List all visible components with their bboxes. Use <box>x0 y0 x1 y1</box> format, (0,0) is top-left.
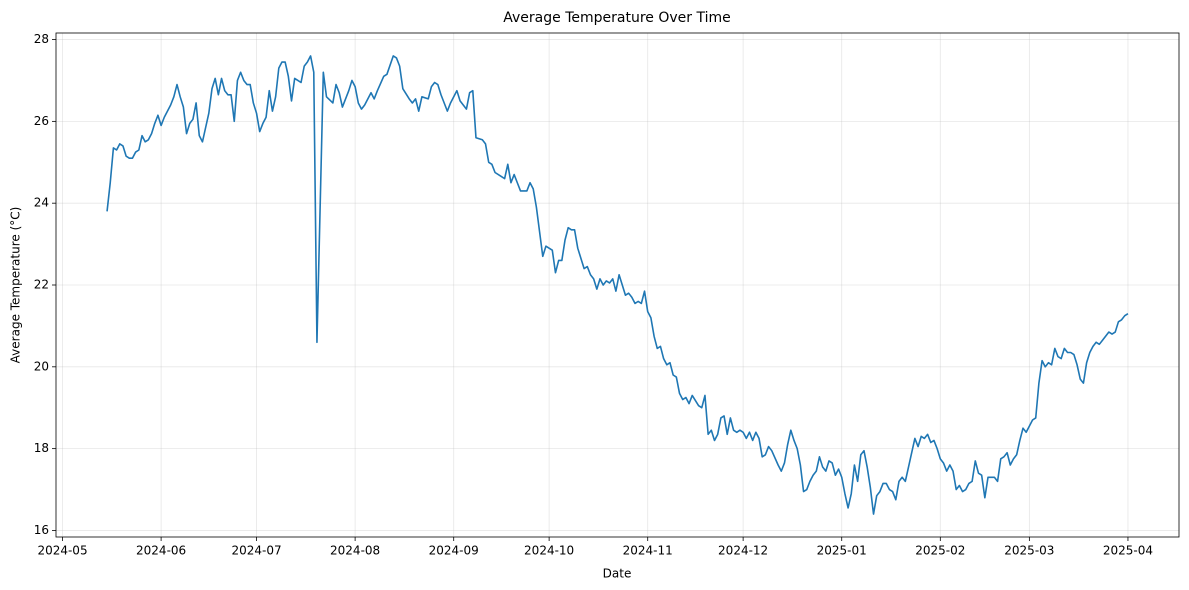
x-tick-label: 2025-03 <box>1004 544 1054 558</box>
x-tick-label: 2024-08 <box>330 544 380 558</box>
x-tick-label: 2024-06 <box>136 544 186 558</box>
x-tick-label: 2024-07 <box>231 544 281 558</box>
x-axis-label: Date <box>603 567 632 581</box>
y-tick-label: 26 <box>34 114 49 128</box>
x-tick-label: 2024-09 <box>429 544 479 558</box>
x-tick-label: 2025-02 <box>915 544 965 558</box>
axes-frame <box>55 32 1180 538</box>
chart-title: Average Temperature Over Time <box>503 10 730 26</box>
x-tick-label: 2024-11 <box>623 544 673 558</box>
y-tick-label: 18 <box>34 441 49 455</box>
y-tick-label: 28 <box>34 32 49 46</box>
y-tick-label: 24 <box>34 196 49 210</box>
data-line <box>106 55 1129 515</box>
x-tick-label: 2024-05 <box>37 544 87 558</box>
y-axis-label: Average Temperature (°C) <box>9 207 23 364</box>
x-tick-label: 2024-12 <box>718 544 768 558</box>
y-tick-label: 22 <box>34 278 49 292</box>
x-tick-label: 2025-04 <box>1103 544 1153 558</box>
y-tick-label: 16 <box>34 523 49 537</box>
x-tick-label: 2024-10 <box>524 544 574 558</box>
x-tick-label: 2025-01 <box>817 544 867 558</box>
y-tick-label: 20 <box>34 359 49 373</box>
